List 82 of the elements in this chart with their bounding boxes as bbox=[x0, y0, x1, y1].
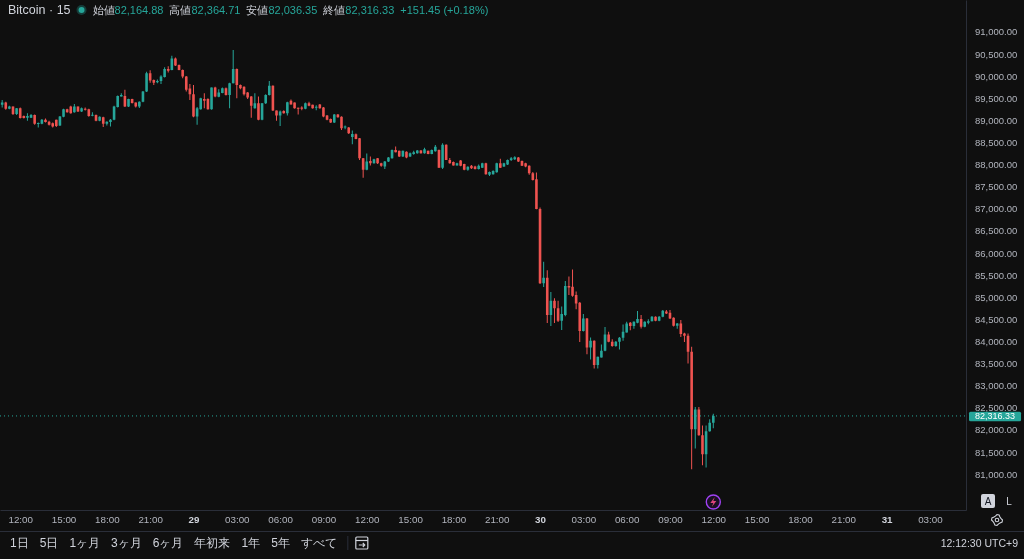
x-tick-label: 06:00 bbox=[268, 513, 294, 525]
x-tick-label: 21:00 bbox=[138, 513, 164, 525]
x-tick-label: 18:00 bbox=[95, 513, 121, 525]
candlestick bbox=[109, 118, 112, 127]
candlestick bbox=[379, 162, 383, 167]
x-tick-label: 21:00 bbox=[831, 513, 857, 525]
x-tick-label: 09:00 bbox=[311, 513, 337, 525]
x-tick-label: 31 bbox=[881, 513, 894, 525]
candlestick bbox=[488, 171, 491, 177]
y-tick-label: 86,000.00 bbox=[975, 247, 1018, 259]
text: 12:12:30 UTC+9 bbox=[940, 537, 1019, 549]
candlestick bbox=[394, 146, 397, 153]
x-tick-label: 12:00 bbox=[8, 513, 34, 525]
y-tick-label: 81,500.00 bbox=[975, 446, 1018, 458]
x-tick-label: 29 bbox=[188, 513, 200, 525]
candlestick bbox=[80, 107, 83, 112]
candlestick bbox=[589, 337, 592, 360]
candlestick bbox=[499, 158, 502, 169]
y-tick-label: 82,000.00 bbox=[975, 424, 1018, 436]
x-tick-label: 09:00 bbox=[658, 513, 684, 525]
y-tick-label: 87,500.00 bbox=[975, 181, 1018, 193]
candlestick bbox=[296, 107, 300, 115]
x-tick-label: 15:00 bbox=[398, 513, 424, 525]
x-tick-label: 12:00 bbox=[701, 513, 727, 525]
candlestick bbox=[166, 66, 170, 73]
x-tick-label: 21:00 bbox=[484, 513, 511, 525]
x-tick-label: 18:00 bbox=[441, 513, 467, 525]
x-tick-label: 03:00 bbox=[571, 513, 597, 525]
annotation: +151.45 (+0.18%) bbox=[400, 4, 489, 16]
candlestick bbox=[314, 105, 318, 111]
text: L bbox=[1006, 495, 1013, 507]
ref-line-label: 82,316.33 bbox=[975, 411, 1016, 422]
candlestick bbox=[365, 153, 369, 171]
y-tick-label: 84,000.00 bbox=[975, 336, 1018, 348]
candlestick bbox=[51, 122, 54, 128]
candlestick bbox=[567, 276, 571, 296]
y-tick-label: 85,500.00 bbox=[975, 269, 1018, 281]
x-tick-label: 15:00 bbox=[744, 513, 770, 525]
y-tick-label: 87,000.00 bbox=[975, 203, 1018, 215]
y-tick-label: 85,000.00 bbox=[975, 291, 1018, 303]
y-tick-label: 90,500.00 bbox=[975, 48, 1018, 60]
candlestick bbox=[26, 113, 29, 121]
text: 3ヶ月 bbox=[111, 536, 142, 550]
y-tick-label: 83,000.00 bbox=[975, 380, 1018, 392]
text: 年初来 bbox=[194, 536, 231, 550]
text: 6ヶ月 bbox=[152, 536, 184, 550]
x-tick-label: 12:00 bbox=[355, 513, 381, 525]
annotation: 高値82,364.71 bbox=[169, 4, 241, 16]
candlestick bbox=[217, 89, 221, 98]
x-tick-label: 03:00 bbox=[918, 513, 944, 525]
text: 5日 bbox=[39, 536, 59, 550]
x-tick-label: 18:00 bbox=[788, 513, 814, 525]
chart-title: Bitcoin · 15 bbox=[8, 3, 71, 17]
y-tick-label: 82,500.00 bbox=[975, 402, 1018, 414]
candlestick bbox=[351, 130, 354, 145]
text: 1年 bbox=[241, 536, 261, 550]
y-tick-label: 91,000.00 bbox=[975, 26, 1018, 38]
annotation: 終値82,316.33 bbox=[322, 4, 395, 16]
candlestick bbox=[203, 93, 206, 109]
x-tick-label: 03:00 bbox=[225, 513, 251, 525]
text: 5年 bbox=[271, 536, 290, 550]
annotation: 始値82,164.88 bbox=[92, 4, 164, 16]
y-tick-label: 89,000.00 bbox=[975, 114, 1018, 126]
y-tick-label: 81,000.00 bbox=[975, 468, 1018, 480]
candlestick bbox=[300, 106, 304, 111]
y-tick-label: 83,500.00 bbox=[975, 358, 1018, 370]
y-tick-label: 90,000.00 bbox=[975, 70, 1018, 82]
text: 1日 bbox=[10, 536, 29, 550]
text: 1ヶ月 bbox=[69, 536, 101, 550]
y-tick-label: 86,500.00 bbox=[975, 225, 1018, 237]
x-tick-label: 06:00 bbox=[614, 513, 640, 525]
annotation: 安値82,036.35 bbox=[246, 4, 318, 16]
y-tick-label: 88,500.00 bbox=[975, 136, 1018, 148]
candlestick bbox=[675, 322, 679, 329]
text: すべて bbox=[300, 536, 337, 550]
y-tick-label: 89,500.00 bbox=[975, 92, 1018, 104]
candlestick bbox=[647, 319, 650, 325]
x-tick-label: 30 bbox=[535, 513, 547, 525]
y-tick-label: 84,500.00 bbox=[975, 313, 1018, 325]
y-tick-label: 88,000.00 bbox=[975, 159, 1018, 171]
candlestick bbox=[249, 95, 253, 118]
x-tick-label: 15:00 bbox=[51, 513, 77, 525]
